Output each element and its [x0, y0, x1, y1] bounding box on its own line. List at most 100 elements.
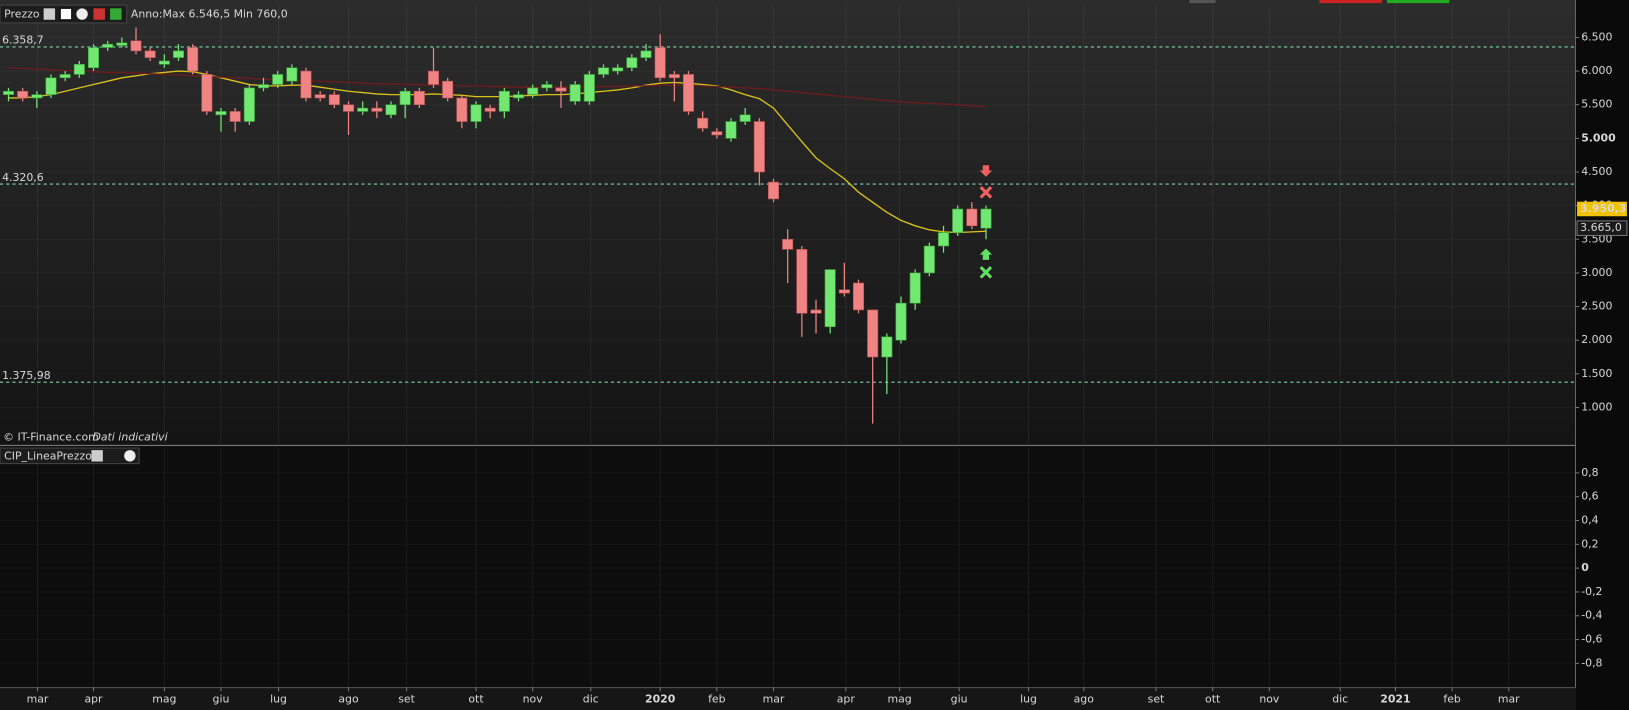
- down-icon[interactable]: [93, 8, 105, 20]
- candle-body: [300, 70, 312, 99]
- x-tick-label: ago: [338, 693, 359, 706]
- candle-body: [17, 90, 29, 99]
- candle-body: [87, 47, 100, 69]
- buy-arrow: [979, 248, 993, 260]
- candle-body: [923, 245, 935, 274]
- y-tick-label: 0,8: [1581, 466, 1598, 479]
- candle-body: [697, 117, 709, 129]
- x-tick-label: mag: [887, 693, 911, 706]
- candle-body: [683, 74, 695, 112]
- x-tick-label: 2020: [645, 693, 676, 706]
- candle-body: [229, 111, 241, 122]
- y-tick-label: 0,6: [1581, 490, 1598, 503]
- candle-body: [144, 50, 156, 58]
- candle-body: [541, 84, 553, 89]
- candle-body: [725, 121, 737, 139]
- x-tick-label: feb: [708, 693, 726, 706]
- indicator-settings-icon[interactable]: [91, 450, 103, 462]
- price-tag-label: 3.950,3: [1580, 202, 1626, 215]
- y-tick-label: 3.000: [1581, 266, 1612, 279]
- candle-body: [739, 114, 751, 122]
- x-tick-label: feb: [1443, 693, 1461, 706]
- toolbar-icons[interactable]: [43, 7, 122, 21]
- candle-body: [371, 107, 383, 112]
- candle-body: [980, 208, 992, 229]
- y-tick-label: 1.000: [1581, 400, 1612, 413]
- candle-body: [413, 90, 425, 106]
- window-icon[interactable]: [59, 7, 73, 21]
- x-tick-label: lug: [270, 693, 287, 706]
- candle-body: [952, 208, 964, 233]
- up-icon[interactable]: [110, 8, 122, 20]
- y-tick-label: 5.000: [1581, 131, 1616, 144]
- candle-body: [357, 107, 369, 112]
- candle-body: [626, 57, 638, 69]
- buy-button[interactable]: [1386, 0, 1450, 4]
- y-tick-label: 2.500: [1581, 300, 1612, 313]
- window-button[interactable]: [1189, 0, 1216, 4]
- candle-body: [73, 64, 85, 75]
- price-panel: [0, 0, 1577, 445]
- candle-body: [838, 289, 850, 294]
- candle-body: [612, 67, 624, 72]
- candle-body: [513, 94, 525, 99]
- candle-body: [583, 74, 595, 102]
- candle-body: [45, 77, 57, 95]
- x-tick-label: mar: [1498, 693, 1520, 706]
- sell-button[interactable]: [1319, 0, 1382, 4]
- signals: [979, 165, 993, 279]
- candle-body: [668, 74, 680, 79]
- candle-body: [385, 104, 397, 116]
- x-tick-label: ott: [1205, 693, 1221, 706]
- candle-body: [527, 87, 539, 95]
- candle-body: [201, 74, 213, 112]
- settings-icon[interactable]: [43, 8, 56, 20]
- candle-body: [640, 50, 652, 58]
- candle-body: [399, 90, 411, 106]
- price-tag: [1576, 220, 1628, 236]
- x-tick-label: mar: [27, 693, 49, 706]
- x-tick-label: nov: [523, 693, 544, 706]
- candle-body: [442, 80, 454, 99]
- candle-body: [909, 272, 921, 304]
- price-tag-label: 3.665,0: [1580, 221, 1622, 234]
- x-tick-label: set: [1148, 693, 1165, 706]
- candle-body: [427, 70, 440, 85]
- note: Dati indicativi: [92, 431, 167, 444]
- candle-body: [272, 74, 284, 85]
- candle-body: [470, 104, 482, 122]
- y-tick-label: 2.000: [1581, 333, 1612, 346]
- close-icon[interactable]: [76, 8, 88, 20]
- level-label: 6.358,7: [2, 34, 44, 47]
- candle-body: [2, 90, 15, 95]
- y-tick-label: 6.000: [1581, 64, 1612, 77]
- marks: 6.358,7 4.320,6 1.375,98: [0, 27, 1574, 424]
- x-tick-label: lug: [1020, 693, 1037, 706]
- y-tick-label: -0,8: [1581, 656, 1602, 669]
- x-tick-label: giu: [213, 693, 230, 706]
- moving-average: [8, 70, 987, 234]
- x-tick-label: mag: [152, 693, 176, 706]
- y-tick-label: 0,4: [1581, 514, 1598, 527]
- candle-body: [753, 121, 765, 173]
- x-axis: [0, 687, 1577, 710]
- indicator-panel: [0, 446, 1577, 688]
- candle-body: [824, 269, 836, 328]
- y-tick-label: 0,2: [1581, 537, 1598, 550]
- panel-title: Prezzo: [4, 8, 40, 21]
- level-label: 4.320,6: [2, 171, 44, 184]
- indicator-toolbar: [0, 447, 140, 465]
- indicator-title: CIP_LineaPrezzo: [4, 449, 92, 462]
- candle-body: [881, 336, 893, 358]
- candle-body: [328, 94, 340, 106]
- x-tick-label: dic: [583, 693, 599, 706]
- x-tick-label: 2021: [1380, 693, 1410, 706]
- candle-body: [555, 87, 567, 92]
- candle-body: [895, 302, 907, 341]
- y-tick-label: 5.500: [1581, 98, 1612, 111]
- indicator-close-icon[interactable]: [124, 450, 136, 462]
- x-tick-label: dic: [1332, 693, 1348, 706]
- candle-body: [938, 232, 950, 247]
